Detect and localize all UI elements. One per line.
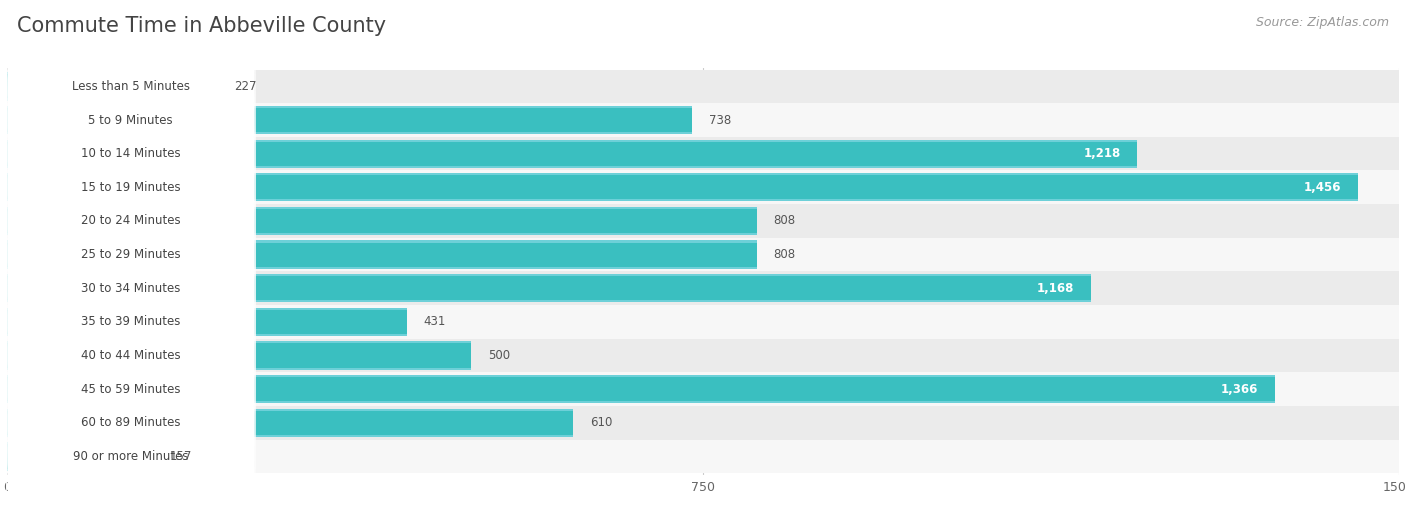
Bar bbox=[7, 339, 1399, 372]
Text: Commute Time in Abbeville County: Commute Time in Abbeville County bbox=[17, 16, 387, 35]
FancyBboxPatch shape bbox=[6, 232, 256, 522]
Text: 1,366: 1,366 bbox=[1220, 383, 1258, 396]
Bar bbox=[7, 108, 692, 132]
Text: 157: 157 bbox=[170, 450, 191, 463]
Bar bbox=[7, 171, 1399, 204]
Bar bbox=[7, 106, 692, 134]
Bar bbox=[7, 375, 1275, 404]
Bar bbox=[7, 305, 1399, 339]
Text: 1,218: 1,218 bbox=[1084, 147, 1121, 160]
Text: 90 or more Minutes: 90 or more Minutes bbox=[73, 450, 188, 463]
Bar bbox=[7, 72, 218, 101]
Text: 35 to 39 Minutes: 35 to 39 Minutes bbox=[82, 315, 180, 328]
Text: 227: 227 bbox=[235, 80, 257, 93]
Text: 738: 738 bbox=[709, 113, 731, 126]
Bar bbox=[7, 209, 756, 233]
Text: 25 to 29 Minutes: 25 to 29 Minutes bbox=[82, 248, 180, 261]
Text: 30 to 34 Minutes: 30 to 34 Minutes bbox=[82, 282, 180, 295]
Bar bbox=[7, 204, 1399, 238]
Bar bbox=[7, 409, 574, 437]
Text: 500: 500 bbox=[488, 349, 510, 362]
Text: 15 to 19 Minutes: 15 to 19 Minutes bbox=[82, 181, 180, 194]
Bar bbox=[7, 207, 756, 235]
FancyBboxPatch shape bbox=[6, 165, 256, 479]
Bar bbox=[7, 444, 153, 469]
Bar bbox=[7, 406, 1399, 440]
FancyBboxPatch shape bbox=[6, 0, 256, 311]
Bar bbox=[7, 310, 406, 334]
Bar bbox=[7, 103, 1399, 137]
FancyBboxPatch shape bbox=[6, 199, 256, 513]
Text: 808: 808 bbox=[773, 215, 796, 228]
Text: Less than 5 Minutes: Less than 5 Minutes bbox=[72, 80, 190, 93]
Bar bbox=[7, 274, 1091, 302]
Bar bbox=[7, 74, 218, 99]
Bar bbox=[7, 308, 406, 336]
Bar bbox=[7, 238, 1399, 271]
Text: 10 to 14 Minutes: 10 to 14 Minutes bbox=[82, 147, 180, 160]
Bar bbox=[7, 141, 1137, 166]
Bar bbox=[7, 271, 1399, 305]
Text: 1,456: 1,456 bbox=[1303, 181, 1341, 194]
Text: 431: 431 bbox=[423, 315, 446, 328]
Bar bbox=[7, 442, 153, 471]
FancyBboxPatch shape bbox=[6, 132, 256, 445]
Text: 60 to 89 Minutes: 60 to 89 Minutes bbox=[82, 417, 180, 430]
FancyBboxPatch shape bbox=[6, 98, 256, 411]
Text: 610: 610 bbox=[589, 417, 612, 430]
Bar bbox=[7, 69, 1399, 103]
Text: 20 to 24 Minutes: 20 to 24 Minutes bbox=[82, 215, 180, 228]
Text: 808: 808 bbox=[773, 248, 796, 261]
FancyBboxPatch shape bbox=[6, 300, 256, 522]
Bar bbox=[7, 137, 1399, 171]
Bar bbox=[7, 372, 1399, 406]
FancyBboxPatch shape bbox=[6, 64, 256, 378]
Bar bbox=[7, 139, 1137, 168]
Text: 5 to 9 Minutes: 5 to 9 Minutes bbox=[89, 113, 173, 126]
FancyBboxPatch shape bbox=[6, 266, 256, 522]
Text: 45 to 59 Minutes: 45 to 59 Minutes bbox=[82, 383, 180, 396]
Bar bbox=[7, 341, 471, 370]
Bar bbox=[7, 173, 1358, 201]
Text: 1,168: 1,168 bbox=[1036, 282, 1074, 295]
FancyBboxPatch shape bbox=[6, 0, 256, 277]
Bar bbox=[7, 175, 1358, 199]
Text: Source: ZipAtlas.com: Source: ZipAtlas.com bbox=[1256, 16, 1389, 29]
Bar bbox=[7, 276, 1091, 300]
Bar bbox=[7, 241, 756, 269]
Bar bbox=[7, 411, 574, 435]
Bar bbox=[7, 377, 1275, 401]
Bar bbox=[7, 440, 1399, 473]
FancyBboxPatch shape bbox=[6, 0, 256, 243]
Bar bbox=[7, 343, 471, 367]
Bar bbox=[7, 243, 756, 267]
FancyBboxPatch shape bbox=[6, 30, 256, 344]
Text: 40 to 44 Minutes: 40 to 44 Minutes bbox=[82, 349, 180, 362]
